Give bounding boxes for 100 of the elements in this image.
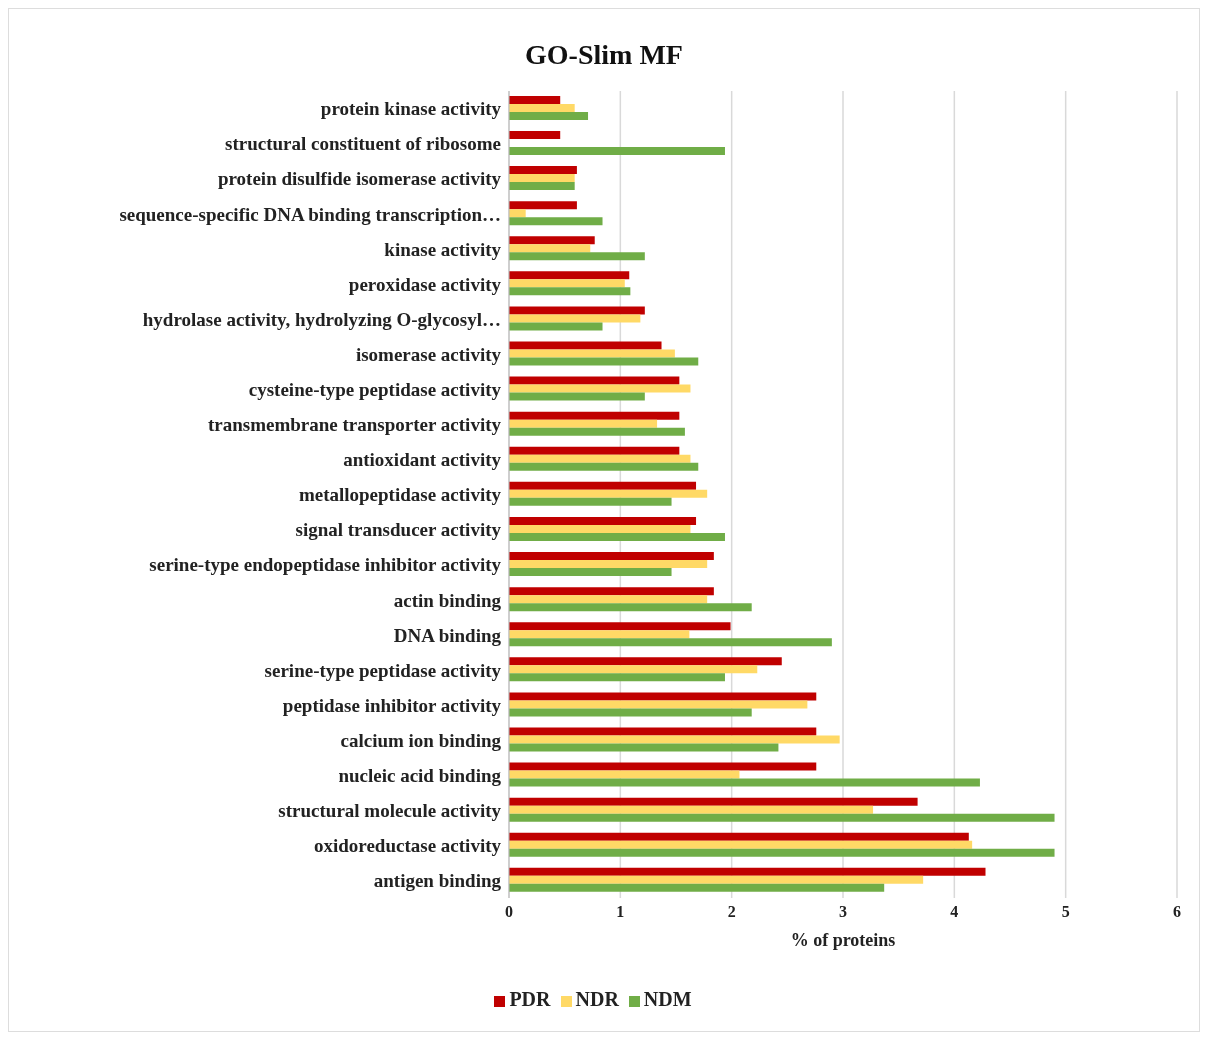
y-tick-label: calcium ion binding: [340, 729, 502, 751]
x-tick-label: 3: [839, 903, 847, 921]
bar: [509, 875, 924, 884]
bar: [509, 166, 577, 175]
bar: [509, 271, 630, 280]
y-tick-label: serine-type peptidase activity: [264, 659, 502, 681]
y-tick-label: oxidoreductase activity: [314, 835, 502, 857]
bar: [509, 287, 631, 296]
y-tick-label: antioxidant activity: [343, 449, 502, 471]
y-tick-label: hydrolase activity, hydrolyzing O-glycosyl…: [142, 308, 501, 330]
bar: [509, 595, 708, 604]
y-tick-label: signal transducer activity: [295, 519, 502, 541]
y-tick-label: structural molecule activity: [278, 800, 502, 822]
bar: [509, 349, 675, 358]
bar: [509, 568, 672, 577]
bar: [509, 762, 817, 771]
y-tick-label: antigen binding: [373, 870, 502, 892]
bar: [509, 867, 986, 876]
bar: [509, 174, 575, 183]
bar: [509, 252, 645, 261]
x-tick-label: 0: [505, 903, 513, 921]
y-tick-label: cysteine-type peptidase activity: [248, 378, 502, 400]
bar: [509, 840, 973, 849]
bar: [509, 244, 591, 253]
bar: [509, 217, 603, 226]
y-tick-label: DNA binding: [393, 624, 502, 646]
y-tick-label: serine-type endopeptidase inhibitor activity: [149, 554, 502, 576]
bar: [509, 314, 641, 323]
bar: [509, 560, 708, 569]
y-tick-label: protein disulfide isomerase activity: [217, 168, 502, 190]
x-tick-label: 4: [950, 903, 959, 921]
bar: [509, 376, 680, 385]
bar: [509, 497, 672, 506]
bar: [509, 411, 680, 420]
bar: [509, 883, 885, 892]
bar: [509, 603, 752, 612]
bar: [509, 419, 658, 428]
bar: [509, 552, 714, 561]
bar: [509, 832, 969, 841]
bar: [509, 708, 752, 717]
bar: [509, 848, 1055, 857]
bar: [509, 462, 699, 471]
bar: [509, 516, 697, 525]
y-tick-label: actin binding: [393, 589, 502, 611]
y-tick-label: structural constituent of ribosome: [225, 133, 501, 155]
bar: [509, 630, 690, 639]
bar: [509, 638, 832, 647]
chart-title: GO-Slim MF: [524, 38, 684, 71]
y-tick-label: kinase activity: [384, 238, 502, 260]
bar: [509, 446, 680, 455]
bar: [509, 111, 589, 120]
bar: [509, 532, 725, 541]
bar: [509, 692, 817, 701]
y-tick-label: peroxidase activity: [348, 273, 502, 295]
bar: [509, 587, 714, 596]
x-axis-title: % of proteins: [790, 930, 896, 950]
bar: [509, 657, 782, 666]
y-tick-label: protein kinase activity: [320, 98, 502, 120]
bar: [509, 770, 740, 779]
bar: [509, 322, 603, 331]
legend-label: PDR: [509, 988, 551, 1010]
bar: [509, 481, 697, 490]
bar: [509, 131, 561, 139]
bar: [509, 236, 595, 245]
bar: [509, 357, 699, 366]
bar: [509, 489, 708, 498]
x-tick-label: 6: [1173, 903, 1181, 921]
bar: [509, 454, 691, 463]
bar: [509, 778, 980, 787]
y-tick-label: transmembrane transporter activity: [207, 414, 502, 436]
y-tick-label: sequence-specific DNA binding transcription…: [119, 203, 501, 225]
y-tick-label: metallopeptidase activity: [298, 484, 502, 506]
y-tick-label: peptidase inhibitor activity: [282, 694, 502, 716]
bar: [509, 392, 645, 401]
bar: [509, 103, 575, 112]
bar: [509, 279, 625, 288]
x-tick-label: 1: [616, 903, 625, 921]
bar: [509, 743, 779, 752]
bar: [509, 727, 817, 736]
bar: [509, 524, 691, 533]
bar: [509, 201, 577, 210]
bar: [509, 665, 758, 674]
bar: [509, 341, 662, 350]
legend-label: NDM: [643, 988, 692, 1010]
bar: [509, 306, 645, 315]
bar: [509, 797, 918, 806]
bar: [509, 182, 575, 191]
bar: [509, 813, 1055, 822]
legend-label: NDR: [575, 988, 619, 1010]
bar: [509, 95, 561, 104]
y-tick-label: isomerase activity: [355, 343, 502, 365]
bar: [509, 384, 691, 393]
bar: [509, 673, 725, 682]
bar: [509, 622, 731, 631]
bar: [509, 805, 874, 814]
bar: [509, 147, 725, 155]
bar: [509, 700, 808, 709]
x-tick-label: 2: [727, 903, 736, 921]
bar: [509, 209, 526, 218]
y-tick-label: nucleic acid binding: [338, 764, 502, 786]
